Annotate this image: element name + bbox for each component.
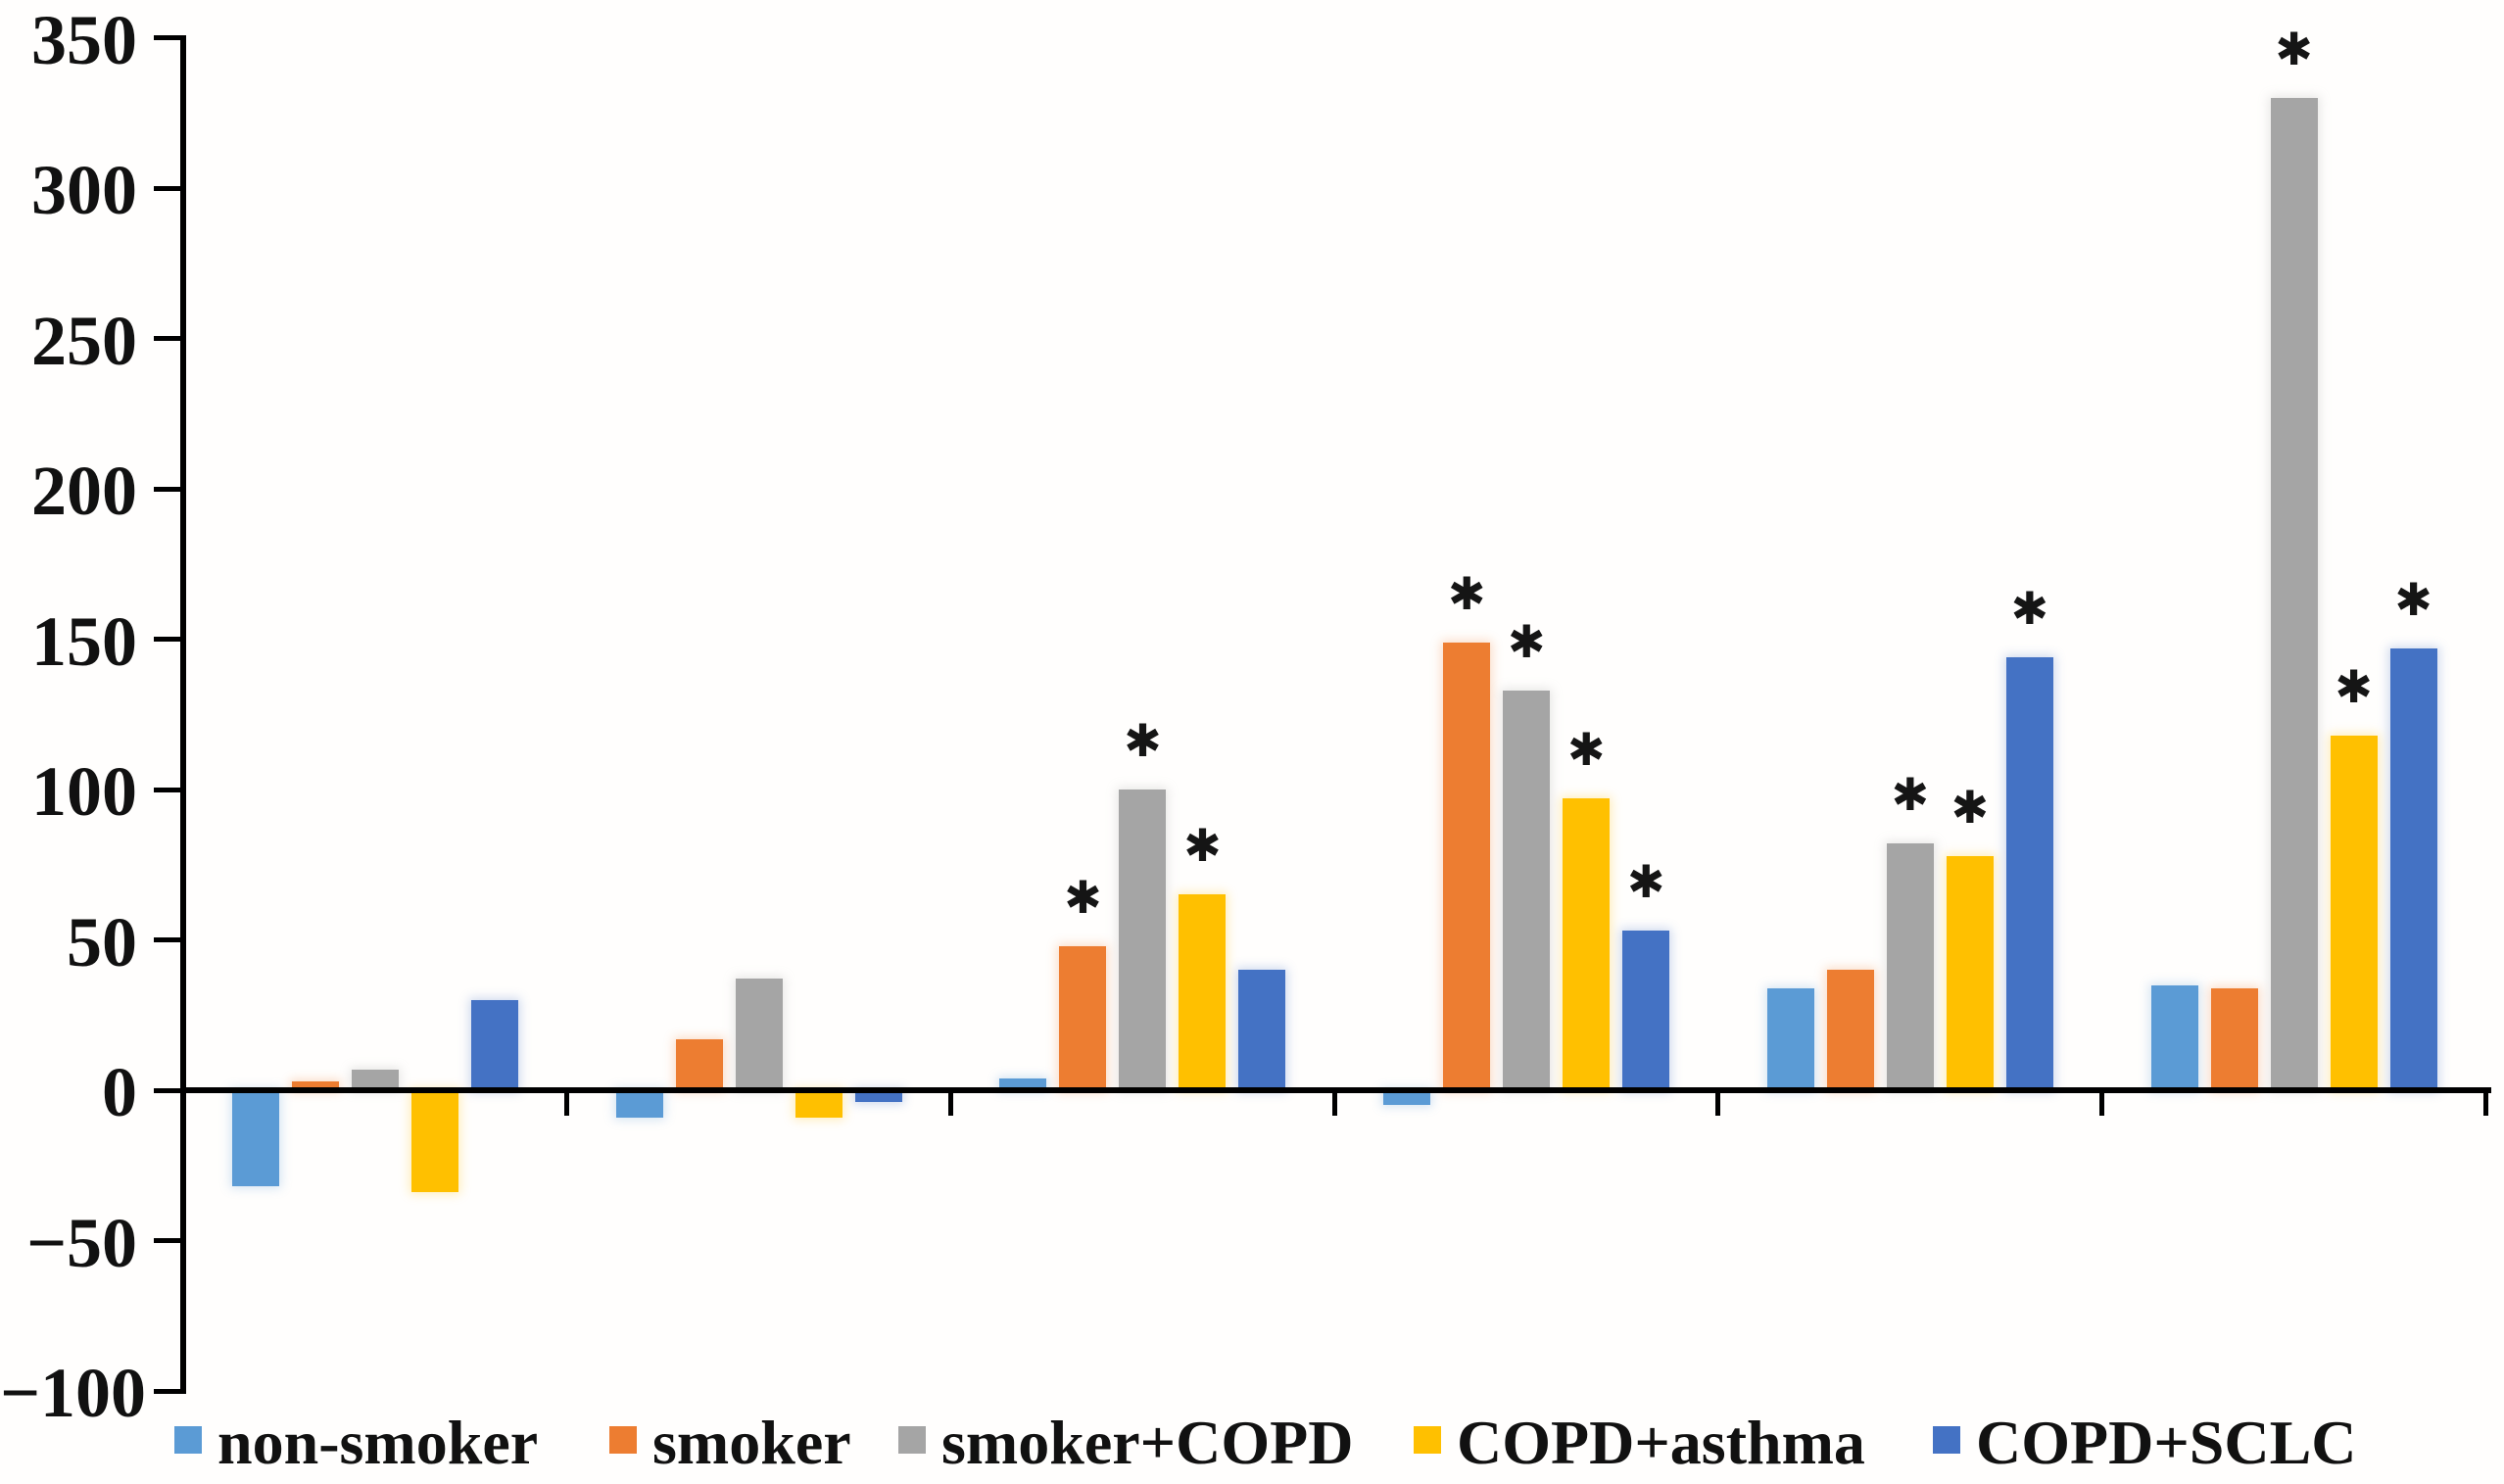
- significance-asterisk: ✱: [1891, 768, 1930, 822]
- x-axis-tick: [1331, 1093, 1337, 1116]
- y-axis-label: 100: [31, 752, 137, 831]
- bar-COPD+SCLC-group2: [854, 1090, 902, 1103]
- bar-COPD+asthma-group5: [1946, 855, 1994, 1090]
- bar-non-smoker-group3: [999, 1077, 1047, 1090]
- y-axis-tick: [154, 1388, 183, 1394]
- bar-COPD+SCLC-group3: [1238, 970, 1286, 1090]
- y-axis-tick: [154, 336, 183, 341]
- x-axis-tick: [564, 1093, 570, 1116]
- y-axis-tick: [154, 486, 183, 492]
- significance-asterisk: ✱: [2275, 22, 2313, 75]
- bar-COPD+asthma-group3: [1179, 894, 1227, 1090]
- bar-non-smoker-group6: [2150, 984, 2198, 1090]
- y-axis-tick: [154, 787, 183, 792]
- legend-swatch: [898, 1426, 926, 1454]
- bar-smoker+COPD-group5: [1886, 843, 1934, 1090]
- significance-asterisk: ✱: [1183, 819, 1222, 873]
- bar-smoker-group5: [1826, 970, 1874, 1090]
- bar-COPD+asthma-group6: [2330, 735, 2378, 1090]
- bar-smoker-group6: [2210, 987, 2258, 1090]
- bar-COPD+SCLC-group1: [471, 999, 518, 1090]
- legend-swatch: [1933, 1426, 1960, 1454]
- y-axis-tick: [154, 937, 183, 942]
- bar-COPD+SCLC-group5: [2005, 656, 2053, 1090]
- bar-smoker-group3: [1059, 945, 1107, 1090]
- significance-asterisk: ✱: [1124, 714, 1162, 767]
- y-axis-label: 0: [102, 1053, 137, 1131]
- y-axis-tick: [154, 1238, 183, 1243]
- x-axis-tick: [1715, 1093, 1721, 1116]
- significance-asterisk: ✱: [2335, 659, 2373, 713]
- bar-smoker+COPD-group2: [735, 979, 783, 1090]
- y-axis-label: 50: [67, 902, 137, 981]
- x-axis-tick: [2482, 1093, 2488, 1116]
- bar-smoker+COPD-group4: [1503, 690, 1551, 1090]
- x-axis-line: [180, 1087, 2491, 1093]
- bar-COPD+SCLC-group6: [2389, 647, 2437, 1090]
- y-axis-label: 200: [31, 452, 137, 530]
- legend-label: smoker: [652, 1408, 851, 1477]
- significance-asterisk: ✱: [1507, 614, 1546, 668]
- significance-asterisk: ✱: [1566, 723, 1606, 777]
- significance-asterisk: ✱: [1950, 780, 1990, 834]
- bar-smoker+COPD-group6: [2270, 97, 2318, 1090]
- bar-smoker-group1: [292, 1080, 339, 1090]
- y-axis-label: 300: [31, 151, 137, 229]
- bar-non-smoker-group1: [232, 1090, 279, 1187]
- legend-label: COPD+SCLC: [1976, 1408, 2357, 1477]
- bar-non-smoker-group4: [1383, 1090, 1431, 1106]
- legend-swatch: [174, 1426, 202, 1454]
- y-axis-label: 250: [31, 301, 137, 380]
- y-axis-label: 150: [31, 601, 137, 681]
- bar-COPD+asthma-group4: [1563, 798, 1611, 1090]
- y-axis-label: −50: [25, 1203, 137, 1282]
- y-axis-line: [180, 34, 186, 1394]
- significance-asterisk: ✱: [1626, 855, 1665, 909]
- significance-asterisk: ✱: [2394, 572, 2432, 626]
- bar-non-smoker-group5: [1766, 987, 1814, 1090]
- y-axis-label: 350: [31, 0, 137, 79]
- y-axis-tick: [154, 1087, 183, 1093]
- significance-asterisk: ✱: [1064, 870, 1102, 924]
- bar-COPD+SCLC-group4: [1622, 931, 1670, 1090]
- bar-smoker-group2: [675, 1038, 723, 1090]
- bar-COPD+asthma-group1: [411, 1090, 458, 1193]
- legend-swatch: [609, 1426, 637, 1454]
- y-axis-tick: [154, 185, 183, 191]
- legend-label: non-smoker: [217, 1408, 539, 1477]
- y-axis-tick: [154, 35, 183, 40]
- significance-asterisk: ✱: [2010, 581, 2049, 635]
- y-axis-tick: [154, 637, 183, 642]
- legend-swatch: [1414, 1426, 1441, 1454]
- bar-smoker+COPD-group1: [352, 1069, 399, 1090]
- x-axis-tick: [947, 1093, 953, 1116]
- bar-non-smoker-group2: [615, 1090, 663, 1118]
- bar-smoker+COPD-group3: [1119, 790, 1167, 1090]
- significance-asterisk: ✱: [1447, 566, 1486, 620]
- bar-COPD+asthma-group2: [795, 1090, 843, 1118]
- legend-label: smoker+COPD: [941, 1408, 1354, 1477]
- y-axis-label: −100: [0, 1354, 147, 1432]
- bar-smoker-group4: [1443, 642, 1491, 1090]
- legend-label: COPD+asthma: [1457, 1408, 1865, 1477]
- x-axis-tick: [2099, 1093, 2104, 1116]
